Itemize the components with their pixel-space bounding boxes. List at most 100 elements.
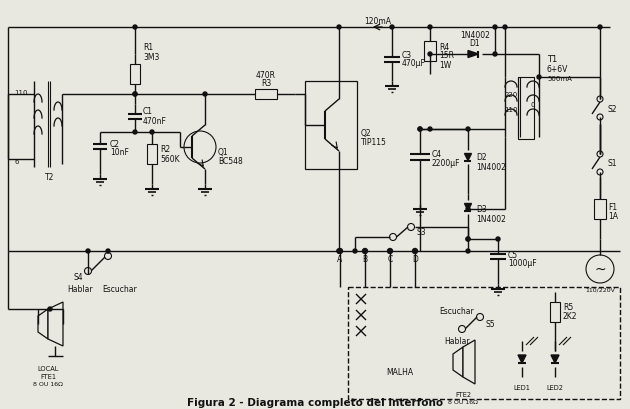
- Text: BC548: BC548: [218, 157, 243, 166]
- Text: A: A: [338, 255, 343, 264]
- Circle shape: [337, 249, 341, 254]
- Text: R1: R1: [143, 43, 153, 52]
- Text: T1: T1: [547, 55, 558, 64]
- Circle shape: [390, 26, 394, 30]
- Text: 220: 220: [505, 92, 518, 98]
- Text: S5: S5: [486, 320, 496, 329]
- Bar: [424, 42, 436, 62]
- Text: 120mA: 120mA: [365, 18, 391, 27]
- Circle shape: [598, 26, 602, 30]
- Polygon shape: [468, 52, 479, 58]
- Text: 470R: 470R: [256, 71, 276, 80]
- Text: 1000µF: 1000µF: [508, 259, 537, 268]
- Bar: [147, 145, 157, 164]
- Text: 2200µF: 2200µF: [432, 159, 461, 168]
- Circle shape: [459, 326, 466, 333]
- Text: 3M3: 3M3: [143, 52, 159, 61]
- Circle shape: [413, 249, 418, 254]
- Text: 1A: 1A: [608, 212, 618, 221]
- Circle shape: [133, 26, 137, 30]
- Text: D2: D2: [476, 153, 486, 162]
- Circle shape: [418, 128, 422, 132]
- Polygon shape: [518, 355, 526, 363]
- Circle shape: [353, 249, 357, 254]
- Circle shape: [106, 249, 110, 254]
- Text: 6+6V: 6+6V: [547, 65, 568, 74]
- Text: Escuchar: Escuchar: [103, 285, 137, 294]
- Text: 2K2: 2K2: [563, 312, 578, 321]
- Circle shape: [597, 152, 603, 157]
- Circle shape: [597, 97, 603, 103]
- Text: F1: F1: [608, 203, 617, 212]
- Text: C2: C2: [110, 140, 120, 149]
- Text: 6: 6: [14, 159, 18, 164]
- Polygon shape: [48, 302, 63, 346]
- Text: R3: R3: [261, 78, 271, 87]
- Circle shape: [133, 131, 137, 135]
- Text: S4: S4: [73, 273, 83, 282]
- Circle shape: [496, 237, 500, 241]
- Circle shape: [466, 128, 470, 132]
- Text: FTE2: FTE2: [455, 391, 471, 397]
- Circle shape: [387, 249, 392, 254]
- Text: D3: D3: [476, 205, 487, 214]
- Polygon shape: [551, 355, 559, 363]
- Text: C5: C5: [508, 250, 518, 259]
- Text: 8 OU 16Ω: 8 OU 16Ω: [33, 382, 63, 387]
- Circle shape: [105, 253, 112, 260]
- Circle shape: [86, 249, 90, 254]
- Text: 110/220V: 110/220V: [585, 287, 615, 292]
- Text: 470nF: 470nF: [143, 116, 167, 125]
- Bar: [348, 287, 620, 399]
- Text: C4: C4: [432, 150, 442, 159]
- Circle shape: [466, 207, 470, 211]
- Text: 110: 110: [504, 107, 518, 113]
- Text: C1: C1: [143, 107, 153, 116]
- Circle shape: [408, 224, 415, 231]
- Polygon shape: [464, 154, 471, 161]
- Circle shape: [203, 93, 207, 97]
- Circle shape: [493, 26, 497, 30]
- Text: R5: R5: [563, 303, 573, 312]
- Circle shape: [503, 26, 507, 30]
- Bar: [518, 78, 534, 139]
- Bar: [594, 200, 606, 220]
- Text: C: C: [387, 255, 392, 264]
- Text: MALHA: MALHA: [386, 368, 413, 377]
- Polygon shape: [38, 309, 48, 339]
- Circle shape: [493, 53, 497, 57]
- Bar: [130, 65, 140, 85]
- Circle shape: [150, 131, 154, 135]
- Text: 560K: 560K: [160, 155, 180, 164]
- Text: S1: S1: [608, 159, 617, 168]
- Bar: [255, 90, 277, 100]
- Text: Figura 2 - Diagrama completo del interfono: Figura 2 - Diagrama completo del interfo…: [187, 397, 443, 407]
- Text: 500mA: 500mA: [547, 76, 572, 82]
- Polygon shape: [463, 340, 475, 384]
- Circle shape: [428, 26, 432, 30]
- Circle shape: [466, 237, 470, 241]
- Text: 110: 110: [14, 90, 28, 96]
- Text: Hablar: Hablar: [67, 285, 93, 294]
- Text: 1W: 1W: [439, 61, 451, 70]
- Text: Q1: Q1: [218, 148, 229, 157]
- Text: 1N4002: 1N4002: [476, 163, 506, 172]
- Text: Escuchar: Escuchar: [440, 307, 474, 316]
- Circle shape: [48, 307, 52, 311]
- Text: T2: T2: [45, 173, 55, 182]
- Text: S3: S3: [417, 228, 427, 237]
- Text: 1N4002: 1N4002: [460, 30, 490, 39]
- Text: 15R: 15R: [439, 52, 454, 61]
- Circle shape: [597, 115, 603, 121]
- Circle shape: [537, 76, 541, 80]
- Circle shape: [337, 249, 341, 254]
- Circle shape: [597, 170, 603, 175]
- Bar: [305, 82, 357, 170]
- Text: TIP115: TIP115: [361, 138, 387, 147]
- Text: S2: S2: [608, 104, 617, 113]
- Text: LED1: LED1: [513, 384, 530, 390]
- Text: C3: C3: [402, 50, 412, 59]
- Text: 470µF: 470µF: [402, 59, 426, 68]
- Text: 0: 0: [530, 102, 536, 108]
- Circle shape: [476, 314, 483, 321]
